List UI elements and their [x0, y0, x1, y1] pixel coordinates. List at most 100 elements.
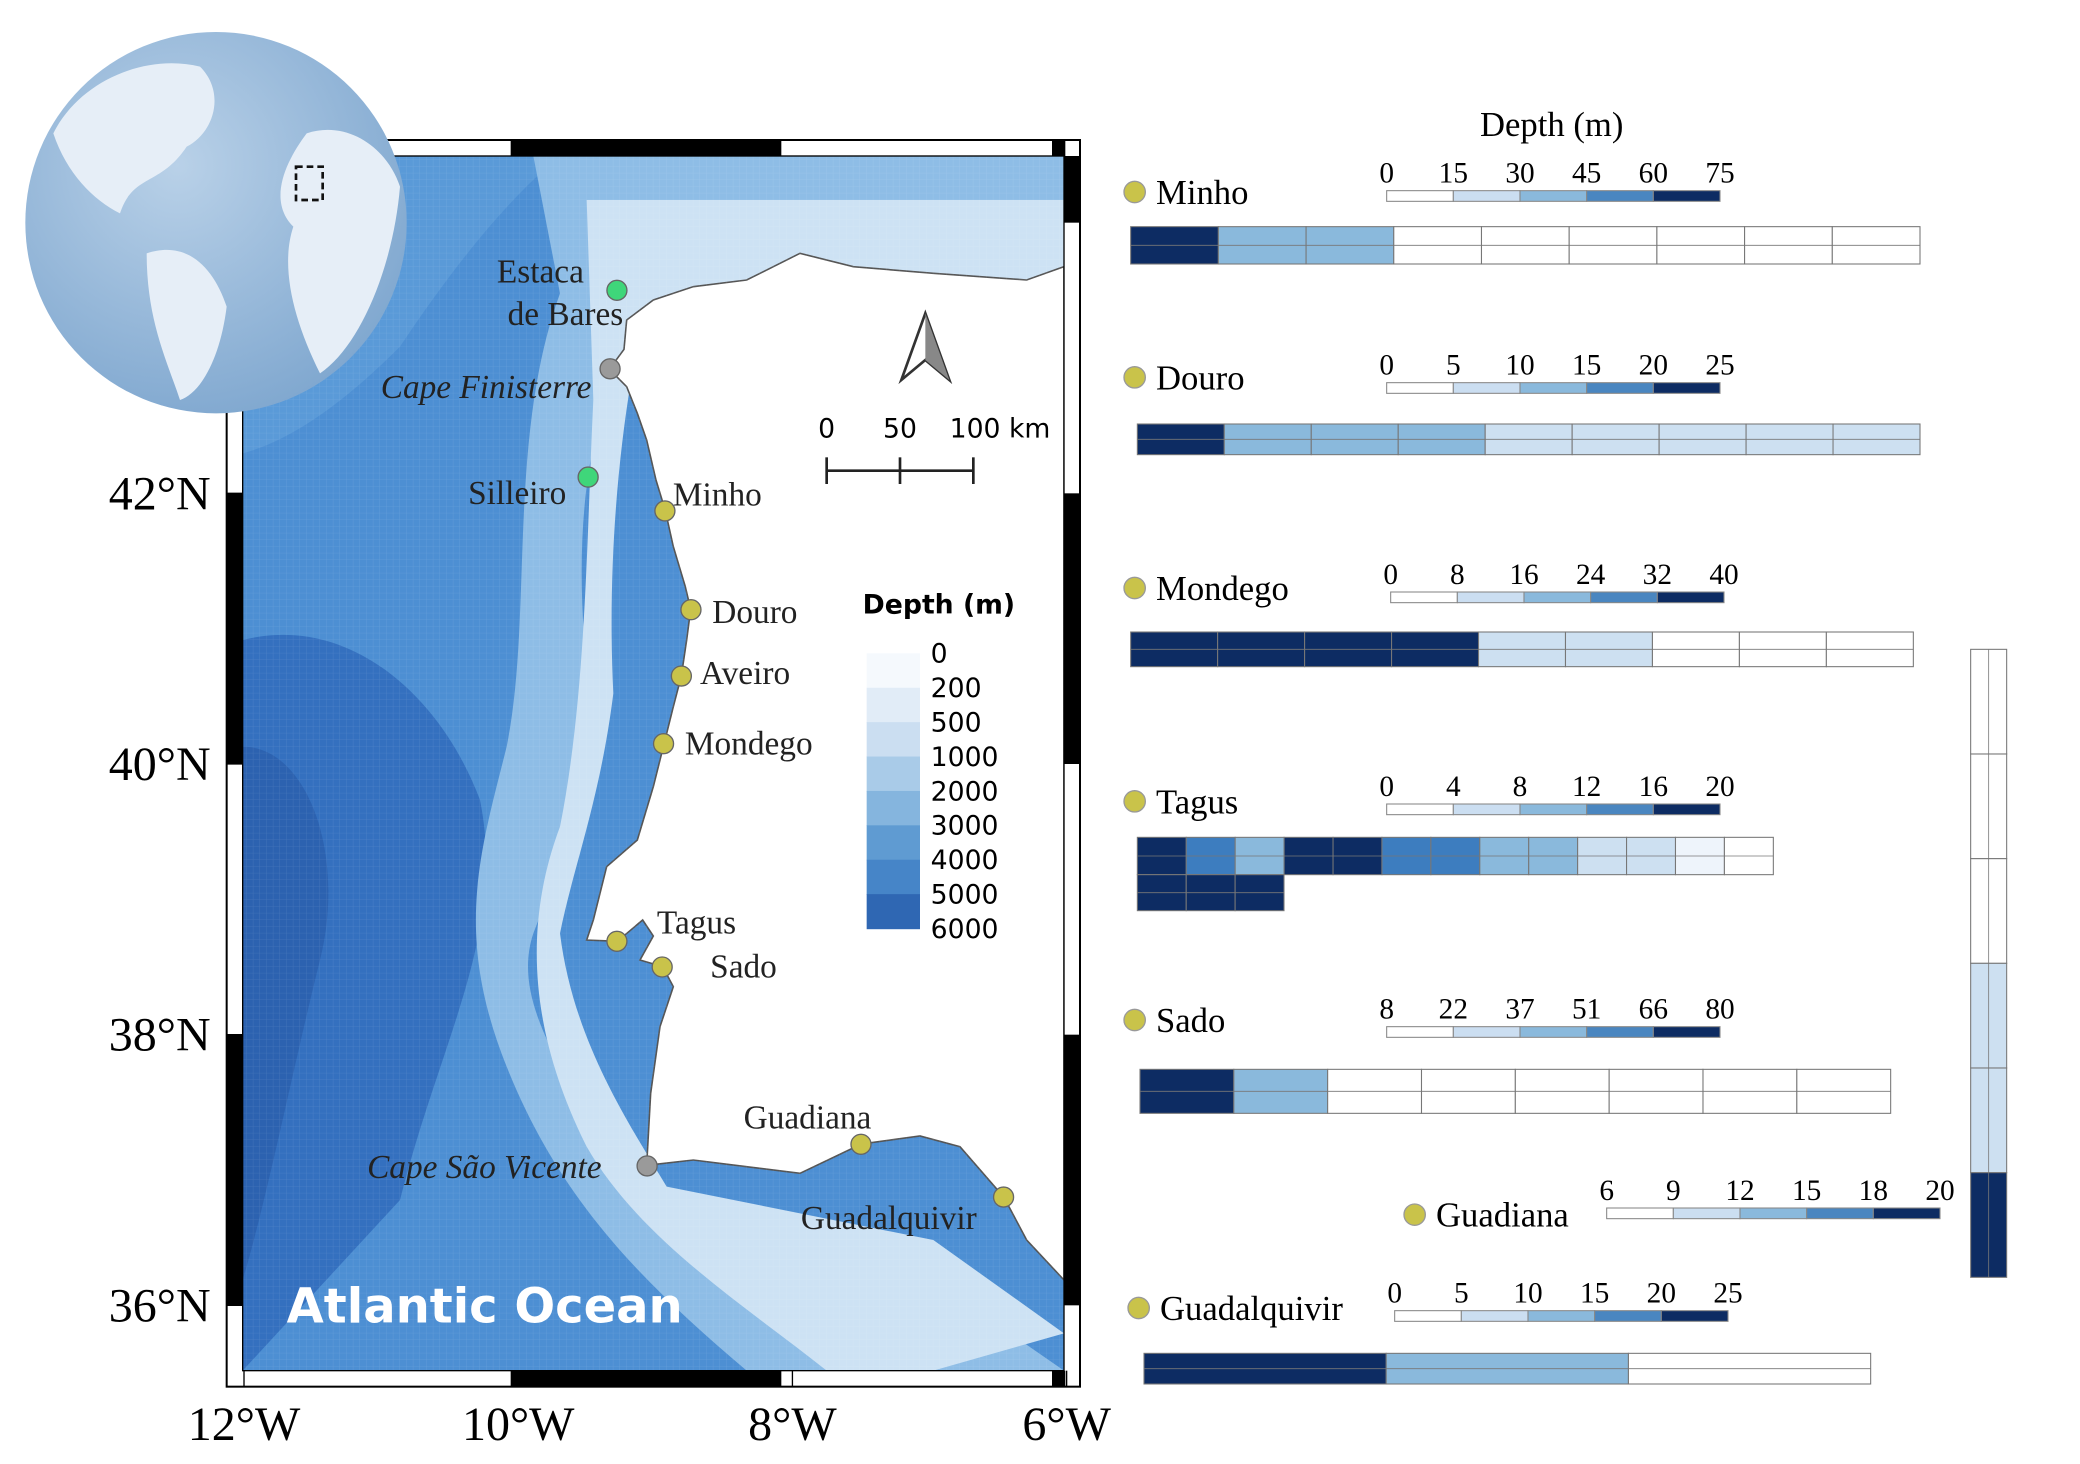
depth-scale-label: 15	[1439, 158, 1468, 190]
depth-scale-label: 16	[1639, 771, 1668, 803]
depth-scale-label: 25	[1705, 350, 1734, 382]
depth-scale-segment	[1452, 803, 1521, 816]
ocean-label: Atlantic Ocean	[287, 1279, 683, 1335]
depth-scale-label: 22	[1439, 994, 1468, 1026]
estuary-name: Douro	[1156, 359, 1245, 397]
site-label-line: Tagus	[657, 904, 736, 941]
legend-label: 0	[931, 639, 948, 670]
depth-scale-segment	[1806, 1207, 1874, 1220]
depth-scale-label: 20	[1647, 1278, 1676, 1310]
site-label-line: Aveiro	[700, 655, 790, 692]
site-label-line: Sado	[710, 949, 777, 986]
site-label: Guadiana	[744, 1099, 872, 1136]
site-marker	[606, 930, 628, 952]
legend-label: 500	[931, 707, 982, 738]
site-label: Douro	[712, 594, 797, 631]
scale-bar-label: 50	[883, 413, 917, 444]
depth-scale-label: 5	[1446, 350, 1461, 382]
depth-scale-segment	[1519, 803, 1588, 816]
depth-scale-segment	[1586, 382, 1654, 394]
study-area-box	[294, 165, 324, 202]
depth-scale-label: 24	[1576, 559, 1606, 591]
frame-segment	[1064, 1034, 1080, 1306]
panel-depth-title: Depth (m)	[1480, 106, 1623, 144]
depth-scale-label: 75	[1705, 158, 1734, 190]
site-label: Tagus	[657, 904, 736, 941]
site-label: Cape Finisterre	[381, 369, 592, 406]
frame-segment	[1052, 140, 1066, 156]
site-label-line: de Bares	[508, 296, 624, 333]
legend-swatch	[866, 825, 920, 861]
depth-scale-segment	[1386, 803, 1454, 816]
depth-scale-label: 20	[1705, 771, 1734, 803]
depth-scale-label: 32	[1643, 559, 1672, 591]
estuary-name: Tagus	[1156, 783, 1238, 821]
estuary-marker	[1123, 180, 1146, 204]
site-label: Sado	[710, 949, 777, 986]
globe	[25, 32, 407, 414]
lon-tick-label: 12°W	[188, 1398, 301, 1451]
legend-label: 3000	[931, 811, 999, 842]
depth-scale-label: 10	[1505, 350, 1534, 382]
frame-segment	[226, 1034, 243, 1306]
depth-scale-label: 0	[1379, 771, 1394, 803]
site-label: Minho	[673, 477, 762, 514]
depth-scale-label: 15	[1572, 350, 1601, 382]
depth-scale-label: 37	[1505, 994, 1534, 1026]
site-label: Silleiro	[468, 475, 566, 512]
depth-scale-label: 5	[1454, 1278, 1469, 1310]
depth-scale-segment	[1519, 382, 1588, 394]
north-arrow	[898, 309, 953, 385]
lon-tick-label: 8°W	[748, 1398, 837, 1451]
depth-scale-label: 18	[1859, 1175, 1888, 1207]
site-label-line: Cape São Vicente	[367, 1149, 602, 1186]
legend-swatch	[866, 653, 920, 689]
depth-scale-label: 8	[1379, 994, 1394, 1026]
depth-scale-segment	[1586, 1026, 1654, 1038]
site-marker	[850, 1133, 872, 1155]
depth-scale-label: 0	[1383, 559, 1398, 591]
site-label: Aveiro	[700, 655, 790, 692]
estuary-marker	[1123, 366, 1146, 389]
depth-scale-segment	[1519, 190, 1588, 202]
depth-scale-label: 12	[1725, 1175, 1754, 1207]
depth-scale-label: 20	[1639, 350, 1668, 382]
depth-scale-segment	[1652, 382, 1721, 394]
depth-scale-segment	[1656, 591, 1725, 604]
globe-land	[146, 249, 227, 400]
site-marker	[652, 733, 675, 755]
depth-scale-segment	[1452, 1026, 1521, 1038]
estuary-name: Sado	[1156, 1002, 1225, 1040]
lon-tick-label: 10°W	[462, 1398, 575, 1451]
depth-scale-segment	[1606, 1207, 1674, 1220]
depth-scale-segment	[1652, 803, 1721, 816]
scale-bar-label: 0	[818, 413, 835, 444]
lat-tick-label: 40°N	[109, 738, 211, 791]
depth-scale-segment	[1386, 190, 1454, 202]
legend-swatch	[866, 722, 920, 758]
frame-segment	[510, 1370, 782, 1387]
depth-scale-segment	[1872, 1207, 1941, 1220]
depth-scale-label: 66	[1639, 994, 1668, 1026]
frame-segment	[1052, 1370, 1066, 1387]
site-label-line: Cape Finisterre	[381, 369, 592, 406]
lon-tick-label: 6°W	[1022, 1398, 1111, 1451]
estuary-name: Guadalquivir	[1160, 1290, 1343, 1328]
depth-scale-segment	[1519, 1026, 1588, 1038]
site-marker	[670, 665, 693, 687]
site-marker	[636, 1155, 658, 1177]
depth-scale-label: 9	[1666, 1175, 1681, 1207]
site-label-line: Guadiana	[744, 1099, 872, 1136]
site-label-line: Mondego	[685, 725, 813, 762]
site-marker	[654, 500, 676, 522]
frame-segment	[510, 140, 782, 156]
depth-scale-segment	[1527, 1310, 1596, 1322]
depth-scale-label: 8	[1513, 771, 1528, 803]
site-marker	[577, 466, 599, 488]
site-label: Guadalquivir	[801, 1200, 977, 1237]
site-marker	[992, 1186, 1015, 1208]
depth-scale-segment	[1652, 1026, 1721, 1038]
frame-segment	[1064, 493, 1080, 764]
legend-label: 1000	[931, 742, 999, 773]
